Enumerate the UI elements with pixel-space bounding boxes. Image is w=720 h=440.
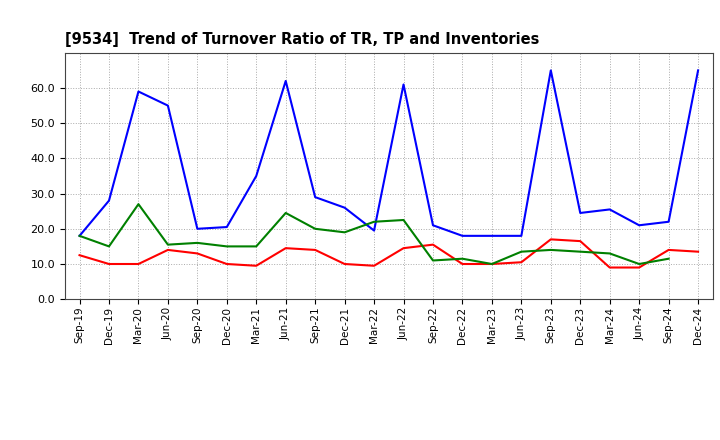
Inventories (222, 244, 231, 249)
Trade Receivables (104, 261, 113, 267)
Trade Receivables (665, 247, 673, 253)
Trade Payables (193, 226, 202, 231)
Trade Receivables (487, 261, 496, 267)
Trade Payables (75, 233, 84, 238)
Trade Receivables (694, 249, 703, 254)
Trade Receivables (193, 251, 202, 256)
Inventories (341, 230, 349, 235)
Inventories (399, 217, 408, 223)
Trade Receivables (311, 247, 320, 253)
Trade Receivables (576, 238, 585, 244)
Trade Payables (222, 224, 231, 230)
Trade Payables (104, 198, 113, 203)
Trade Receivables (75, 253, 84, 258)
Inventories (665, 256, 673, 261)
Inventories (635, 261, 644, 267)
Trade Payables (282, 78, 290, 84)
Inventories (75, 233, 84, 238)
Trade Payables (546, 68, 555, 73)
Inventories (252, 244, 261, 249)
Line: Inventories: Inventories (79, 204, 669, 264)
Trade Receivables (606, 265, 614, 270)
Trade Payables (252, 173, 261, 179)
Trade Payables (694, 68, 703, 73)
Trade Receivables (252, 263, 261, 268)
Trade Payables (517, 233, 526, 238)
Trade Payables (635, 223, 644, 228)
Trade Payables (487, 233, 496, 238)
Line: Trade Payables: Trade Payables (79, 70, 698, 236)
Trade Receivables (428, 242, 437, 247)
Inventories (134, 202, 143, 207)
Inventories (370, 219, 379, 224)
Trade Payables (370, 228, 379, 233)
Inventories (104, 244, 113, 249)
Trade Payables (576, 210, 585, 216)
Trade Receivables (458, 261, 467, 267)
Trade Receivables (546, 237, 555, 242)
Trade Receivables (282, 246, 290, 251)
Trade Payables (399, 82, 408, 87)
Inventories (428, 258, 437, 263)
Trade Payables (458, 233, 467, 238)
Inventories (282, 210, 290, 216)
Trade Receivables (399, 246, 408, 251)
Trade Payables (665, 219, 673, 224)
Inventories (517, 249, 526, 254)
Trade Receivables (370, 263, 379, 268)
Trade Payables (163, 103, 172, 108)
Inventories (487, 261, 496, 267)
Trade Payables (606, 207, 614, 212)
Trade Payables (341, 205, 349, 210)
Trade Payables (134, 89, 143, 94)
Trade Receivables (635, 265, 644, 270)
Text: [9534]  Trend of Turnover Ratio of TR, TP and Inventories: [9534] Trend of Turnover Ratio of TR, TP… (65, 33, 539, 48)
Inventories (311, 226, 320, 231)
Trade Receivables (222, 261, 231, 267)
Trade Receivables (134, 261, 143, 267)
Trade Receivables (341, 261, 349, 267)
Inventories (546, 247, 555, 253)
Trade Receivables (163, 247, 172, 253)
Inventories (606, 251, 614, 256)
Inventories (163, 242, 172, 247)
Trade Receivables (517, 260, 526, 265)
Trade Payables (311, 194, 320, 200)
Inventories (576, 249, 585, 254)
Inventories (458, 256, 467, 261)
Trade Payables (428, 223, 437, 228)
Inventories (193, 240, 202, 246)
Line: Trade Receivables: Trade Receivables (79, 239, 698, 268)
